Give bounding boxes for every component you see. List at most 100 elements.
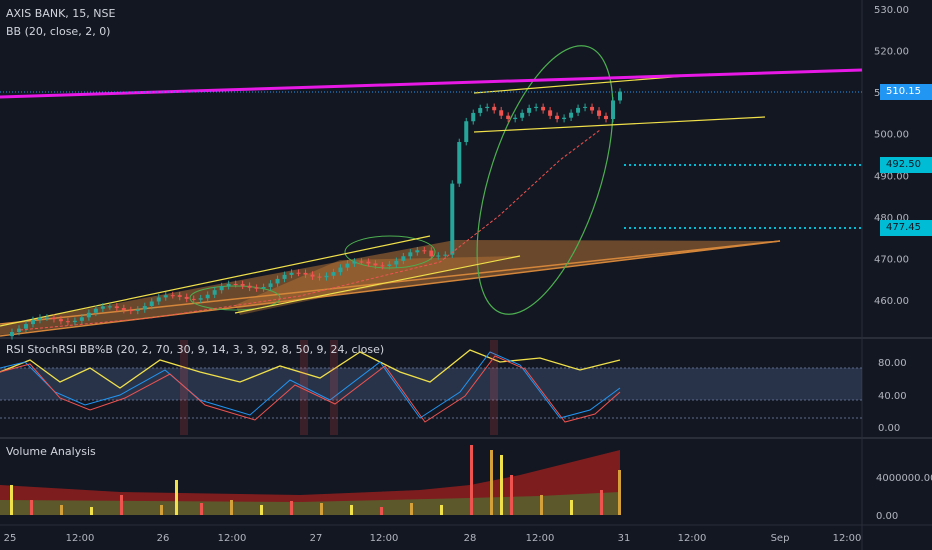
candle-body xyxy=(10,332,14,337)
candle-body xyxy=(72,320,77,323)
candle-body xyxy=(107,306,112,308)
candle-body xyxy=(576,107,581,113)
candle-body xyxy=(310,274,315,277)
candle-body xyxy=(254,287,259,289)
candle-body xyxy=(30,319,35,325)
volume-bar xyxy=(500,455,503,515)
price-tick-label: 480.00 xyxy=(874,213,909,224)
candle-body xyxy=(352,261,357,264)
candle-body xyxy=(282,274,287,279)
volume-bar xyxy=(30,500,33,515)
bb-legend: BB (20, close, 2, 0) xyxy=(6,25,111,38)
candle-body xyxy=(16,328,21,333)
candle-body xyxy=(366,261,371,264)
volume-bar xyxy=(200,503,203,515)
candle-body xyxy=(338,267,343,273)
candle-body xyxy=(303,272,308,275)
candle-body xyxy=(65,321,70,323)
moving-average-line xyxy=(19,129,601,331)
candle-body xyxy=(548,110,553,116)
candle-body xyxy=(268,283,273,287)
time-tick-label: 12:00 xyxy=(66,533,95,544)
candle-body xyxy=(324,275,329,278)
candle-body xyxy=(401,256,406,261)
candle-body xyxy=(429,250,434,257)
price-tick-label: 490.00 xyxy=(874,171,909,182)
candle-body xyxy=(51,317,56,320)
volume-bar xyxy=(490,450,493,515)
candle-body xyxy=(100,306,105,309)
candle-body xyxy=(275,278,280,284)
volume-bar xyxy=(230,500,233,515)
volume-bar xyxy=(290,501,293,515)
candle-body xyxy=(233,283,238,285)
yellow-flag-bottom xyxy=(473,116,766,133)
rsi-band xyxy=(0,368,862,400)
volume-bar xyxy=(510,475,513,515)
volume-bar xyxy=(380,507,383,515)
volume-bar xyxy=(470,445,473,515)
candle-body xyxy=(415,250,420,253)
stochrsi-k-line xyxy=(0,351,621,419)
volume-legend: Volume Analysis xyxy=(6,445,96,458)
candle-body xyxy=(212,290,217,295)
candle-body xyxy=(317,276,322,278)
bb-ellipse-small xyxy=(189,285,281,311)
volume-tick-label: 0.00 xyxy=(876,511,898,522)
candle-body xyxy=(499,110,504,116)
candle-body xyxy=(114,306,119,309)
candle-body xyxy=(506,115,511,120)
candle-body xyxy=(289,272,294,275)
volume-bar xyxy=(120,495,123,515)
candle-body xyxy=(121,308,126,311)
candle-body xyxy=(387,264,392,267)
volume-bar xyxy=(320,503,323,515)
candle-body xyxy=(205,294,210,299)
time-tick-label: 28 xyxy=(464,533,477,544)
time-tick-label: 27 xyxy=(310,533,323,544)
candle-body xyxy=(79,317,84,321)
volume-bar xyxy=(570,500,573,515)
rsi-tick-label: 80.00 xyxy=(878,358,907,369)
candle-body xyxy=(611,100,616,120)
time-tick-label: Sep xyxy=(771,533,790,544)
rsi-highlight xyxy=(330,340,338,435)
level-high-badge: 492.50 xyxy=(880,157,932,173)
volume-bar xyxy=(618,470,621,515)
rsi-tick-label: 0.00 xyxy=(878,423,900,434)
candle-body xyxy=(163,295,168,298)
candle-body xyxy=(240,284,245,286)
time-tick-label: 12:00 xyxy=(526,533,555,544)
volume-bar xyxy=(175,480,178,515)
rsi-highlight xyxy=(300,340,308,435)
volume-tick-label: 4000000.00 xyxy=(876,473,932,484)
candle-body xyxy=(541,106,546,111)
candle-body xyxy=(23,324,28,329)
candle-body xyxy=(37,317,42,320)
candle-body xyxy=(156,297,161,302)
rsi-tick-label: 40.00 xyxy=(878,391,907,402)
candle-body xyxy=(261,286,266,289)
candle-body xyxy=(604,115,609,120)
candle-body xyxy=(513,117,518,120)
level-low-badge: 477.45 xyxy=(880,220,932,236)
price-tick-label: 530.00 xyxy=(874,5,909,16)
volume-bar xyxy=(60,505,63,515)
candle-body xyxy=(485,106,490,109)
candle-body xyxy=(450,183,455,255)
price-tick-label: 460.00 xyxy=(874,296,909,307)
candle-body xyxy=(422,250,427,252)
candle-body xyxy=(569,112,574,118)
time-tick-label: 25 xyxy=(4,533,17,544)
volume-bar xyxy=(160,505,163,515)
candle-body xyxy=(226,283,231,287)
candle-body xyxy=(86,312,91,318)
candle-body xyxy=(296,272,301,274)
candle-body xyxy=(149,301,154,307)
candle-body xyxy=(331,272,336,276)
candle-body xyxy=(562,117,567,120)
candle-body xyxy=(618,91,622,101)
candle-body xyxy=(534,106,539,108)
